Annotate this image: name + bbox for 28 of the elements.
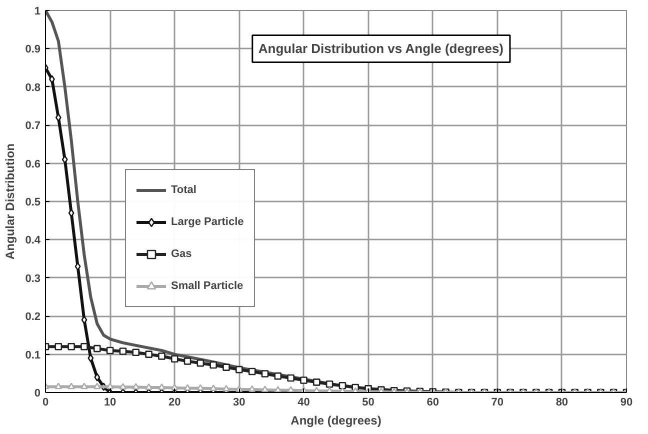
x-tick-label: 40 [298, 396, 310, 408]
legend-label: Large Particle [171, 216, 244, 228]
y-tick-label: 0.4 [25, 234, 42, 247]
legend-label: Total [171, 184, 196, 196]
legend-label: Gas [171, 248, 192, 260]
legend-label: Small Particle [171, 280, 244, 292]
x-tick-label: 50 [362, 396, 374, 408]
y-tick-label: 1 [34, 6, 41, 18]
y-axis-title: Angular Distribution [3, 143, 18, 260]
x-tick-label: 10 [104, 396, 116, 408]
y-tick-label: 0 [34, 388, 41, 400]
y-tick-label: 0.1 [25, 349, 41, 362]
x-tick-label: 90 [620, 396, 633, 408]
y-tick-label: 0.2 [25, 311, 41, 324]
text: Angular Distribution vs Angle (degrees) [258, 41, 504, 56]
y-tick-label: 0.5 [25, 196, 41, 208]
x-tick-label: 20 [168, 396, 181, 408]
y-tick-label: 0.9 [25, 44, 41, 56]
y-tick-label: 0.8 [25, 82, 41, 94]
y-tick-label: 0.6 [25, 158, 41, 170]
x-tick-label: 60 [426, 396, 439, 408]
x-axis-title: Angle (degrees) [290, 414, 382, 428]
x-tick-label: 30 [233, 396, 246, 408]
y-tick-label: 0.7 [25, 120, 41, 132]
y-tick-label: 0.3 [25, 272, 41, 285]
x-tick-label: 70 [491, 396, 504, 408]
x-tick-label: 80 [556, 396, 568, 408]
x-tick-label: 0 [42, 396, 49, 408]
